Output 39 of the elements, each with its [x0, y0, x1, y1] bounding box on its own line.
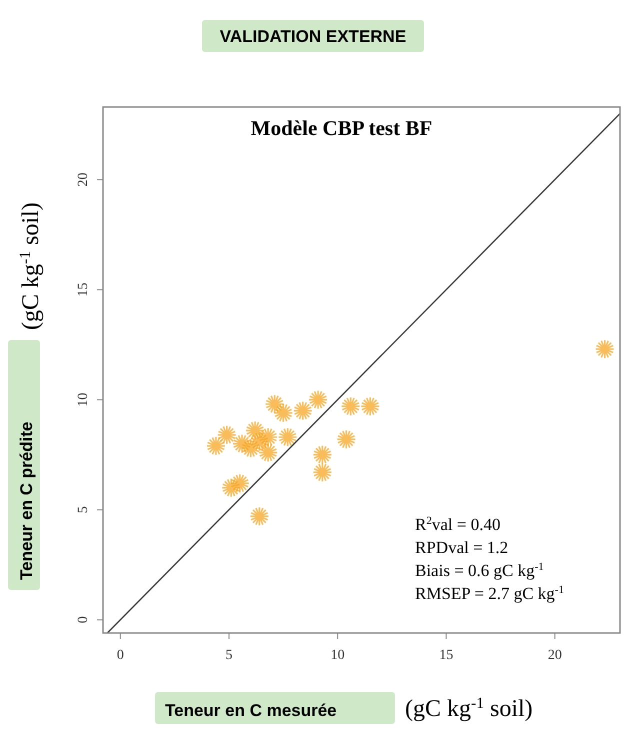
y-tick-label: 15: [76, 282, 91, 297]
point: [232, 434, 252, 454]
point: [594, 339, 615, 359]
chart-subtitle: Modèle CBP test BF: [250, 116, 432, 140]
chart-title: VALIDATION EXTERNE: [220, 27, 406, 46]
y-tick-label: 0: [76, 616, 91, 624]
point: [340, 396, 360, 416]
point: [312, 444, 332, 465]
x-tick-label: 15: [439, 648, 454, 663]
point: [336, 430, 356, 450]
x-tick-label: 20: [548, 648, 562, 663]
x-tick-label: 5: [225, 648, 232, 663]
annotation: Biais = 0.6 gC kg$^{-1}$: [415, 561, 544, 580]
point: [264, 394, 284, 414]
point: [217, 425, 237, 445]
y-tick-label: 5: [76, 506, 91, 514]
point: [312, 462, 332, 482]
text: Teneur en C mesurée (gC kg$^{-1}$ soil): [165, 694, 533, 722]
point: [258, 427, 278, 447]
point: [250, 432, 270, 452]
x-tick-label: 10: [330, 648, 345, 663]
point: [274, 403, 294, 423]
point: [230, 474, 250, 494]
y-tick-label: 10: [76, 392, 91, 407]
point: [245, 420, 265, 440]
annotation: RPDval = 1.2: [415, 538, 508, 557]
point: [250, 506, 270, 526]
point: [240, 438, 261, 458]
annotation: R$^{2}$val = 0.40: [415, 515, 500, 534]
x-tick-label: 0: [116, 648, 124, 663]
y-tick-label: 20: [76, 172, 91, 187]
point: [221, 478, 241, 498]
point: [360, 396, 380, 416]
point: [206, 436, 226, 456]
point: [278, 427, 298, 447]
point: [293, 400, 313, 421]
point: [258, 442, 278, 462]
point: [308, 390, 328, 410]
annotation: RMSEP = 2.7 gC kg$^{-1}$: [415, 584, 564, 603]
